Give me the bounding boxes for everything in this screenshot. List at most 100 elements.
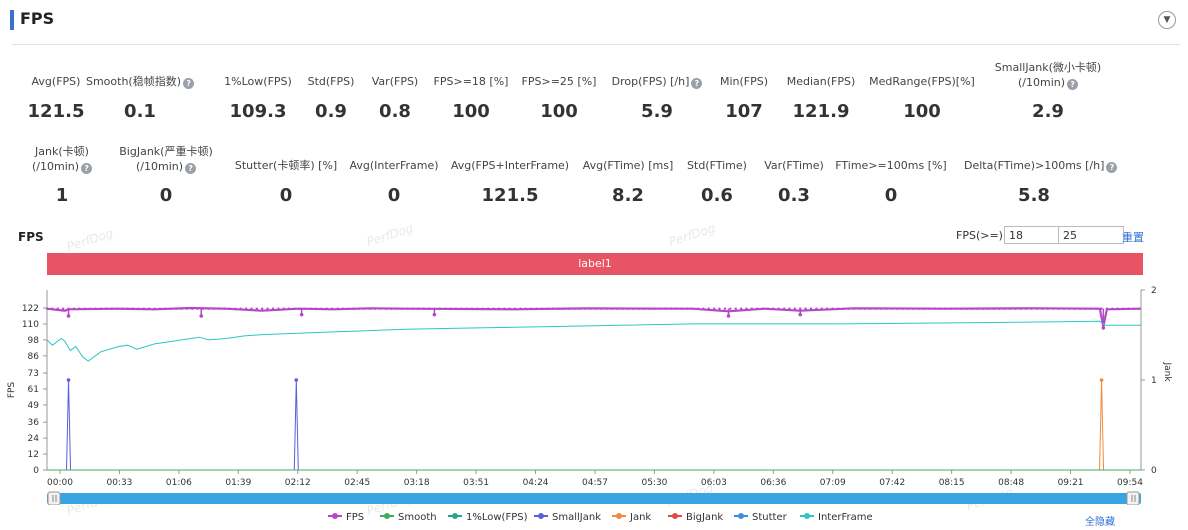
legend-item[interactable]: Jank bbox=[612, 512, 651, 523]
series-point bbox=[51, 307, 54, 310]
series-point bbox=[600, 307, 603, 310]
series-point bbox=[707, 307, 710, 310]
chevron-down-icon[interactable]: ▼ bbox=[1158, 11, 1176, 29]
threshold-label: FPS(>=) bbox=[956, 229, 1003, 242]
legend-swatch bbox=[380, 513, 394, 519]
x-tick-label: 03:51 bbox=[463, 478, 489, 488]
legend-label: Smooth bbox=[398, 512, 437, 523]
legend-label: FPS bbox=[346, 512, 365, 523]
legend-item[interactable]: BigJank bbox=[668, 512, 723, 523]
watermark: PerfDog bbox=[667, 220, 717, 250]
legend-item[interactable]: Stutter bbox=[734, 512, 787, 523]
help-icon[interactable]: ? bbox=[691, 78, 703, 89]
series-point bbox=[449, 307, 452, 310]
series-point bbox=[1008, 307, 1012, 310]
series-point bbox=[912, 307, 915, 310]
metric-value: 5.9 bbox=[641, 101, 673, 122]
series-point bbox=[390, 307, 393, 310]
legend-label: InterFrame bbox=[818, 512, 873, 523]
series-point bbox=[56, 307, 59, 310]
series-point bbox=[271, 307, 275, 310]
metric-label: Delta(FTime)>100ms [/h]? bbox=[964, 158, 1118, 173]
threshold-input-2[interactable] bbox=[1058, 226, 1124, 244]
x-tick-label: 04:57 bbox=[582, 478, 608, 488]
series-point bbox=[304, 307, 307, 310]
legend-item[interactable]: SmallJank bbox=[534, 512, 601, 523]
hide-all-button[interactable]: 全隐藏 bbox=[1085, 517, 1115, 528]
metric-fps-18: FPS>=18 [%] 100 bbox=[401, 74, 541, 134]
series-point bbox=[1132, 307, 1136, 310]
title-accent-bar bbox=[10, 10, 14, 30]
series-point bbox=[72, 307, 76, 310]
y-tick-label: 122 bbox=[22, 304, 39, 314]
x-tick-label: 03:18 bbox=[404, 478, 430, 488]
series-point bbox=[207, 307, 210, 310]
series-point bbox=[299, 312, 304, 317]
y-tick-label: 86 bbox=[28, 352, 40, 362]
label-band[interactable]: label1 bbox=[47, 253, 1143, 275]
metric-1-low-fps: 1%Low(FPS) 109.3 bbox=[188, 74, 328, 134]
metric-label: Jank(卡顿) bbox=[35, 145, 89, 158]
series-point bbox=[863, 307, 866, 310]
series-point bbox=[148, 307, 151, 310]
series-point bbox=[1025, 307, 1028, 310]
help-icon[interactable]: ? bbox=[1067, 79, 1079, 90]
help-icon[interactable]: ? bbox=[81, 163, 93, 174]
series-point bbox=[417, 307, 420, 310]
reset-button[interactable]: 重置 bbox=[1122, 231, 1144, 244]
metric-std-fps: Std(FPS) 0.9 bbox=[261, 74, 401, 134]
series-point bbox=[621, 307, 624, 310]
legend-item[interactable]: 1%Low(FPS) bbox=[448, 512, 528, 523]
legend-label: 1%Low(FPS) bbox=[466, 512, 528, 523]
metric-value: 0.3 bbox=[778, 185, 810, 206]
series-point bbox=[255, 307, 258, 310]
metric-label: SmallJank(微小卡顿) bbox=[994, 61, 1102, 74]
series-point bbox=[594, 307, 597, 310]
series-point bbox=[852, 307, 856, 310]
series-point bbox=[696, 307, 700, 310]
metric-label: Var(FPS) bbox=[371, 75, 419, 88]
series-point bbox=[277, 307, 280, 310]
help-icon[interactable]: ? bbox=[183, 78, 195, 89]
legend-item[interactable]: FPS bbox=[328, 512, 364, 523]
series-point bbox=[513, 307, 517, 310]
series-point bbox=[772, 307, 775, 310]
series-point bbox=[481, 307, 484, 310]
series-point bbox=[78, 307, 81, 310]
zoom-slider-track[interactable] bbox=[47, 493, 1141, 504]
series-point bbox=[777, 307, 780, 310]
help-icon[interactable]: ? bbox=[1106, 162, 1118, 173]
zoom-handle-left[interactable] bbox=[47, 491, 61, 505]
series-point bbox=[583, 307, 587, 310]
series-point bbox=[798, 312, 803, 317]
series-point bbox=[174, 307, 178, 310]
y2-tick-label: 1 bbox=[1151, 376, 1157, 386]
metric-delta-ftime-100ms-h: Delta(FTime)>100ms [/h]? 5.8 bbox=[964, 158, 1118, 218]
series-point bbox=[261, 307, 264, 310]
series-point bbox=[212, 307, 215, 310]
series-point bbox=[750, 307, 753, 310]
x-tick-label: 06:36 bbox=[760, 478, 786, 488]
metric-value: 0 bbox=[159, 185, 173, 206]
x-tick-label: 06:03 bbox=[701, 478, 727, 488]
series-point bbox=[874, 307, 877, 310]
series-point bbox=[1030, 307, 1033, 310]
legend-item[interactable]: Smooth bbox=[380, 512, 437, 523]
zoom-handle-right[interactable] bbox=[1126, 491, 1140, 505]
threshold-input-1[interactable] bbox=[1004, 226, 1070, 244]
series-point bbox=[454, 307, 458, 310]
series-point bbox=[1101, 326, 1106, 330]
series-point bbox=[508, 307, 511, 310]
legend-item[interactable]: InterFrame bbox=[800, 512, 873, 523]
series-point bbox=[879, 307, 883, 310]
series-point bbox=[530, 307, 533, 310]
series-point bbox=[729, 307, 732, 310]
series-point bbox=[653, 307, 657, 310]
help-icon[interactable]: ? bbox=[185, 163, 197, 174]
series-point bbox=[713, 307, 716, 310]
x-tick-label: 07:42 bbox=[879, 478, 905, 488]
y-tick-label: 0 bbox=[33, 466, 39, 476]
series-point bbox=[680, 307, 684, 310]
metric-value: 100 bbox=[452, 101, 490, 122]
metric-stutter: Stutter(卡顿率) [%] 0 bbox=[216, 158, 356, 218]
